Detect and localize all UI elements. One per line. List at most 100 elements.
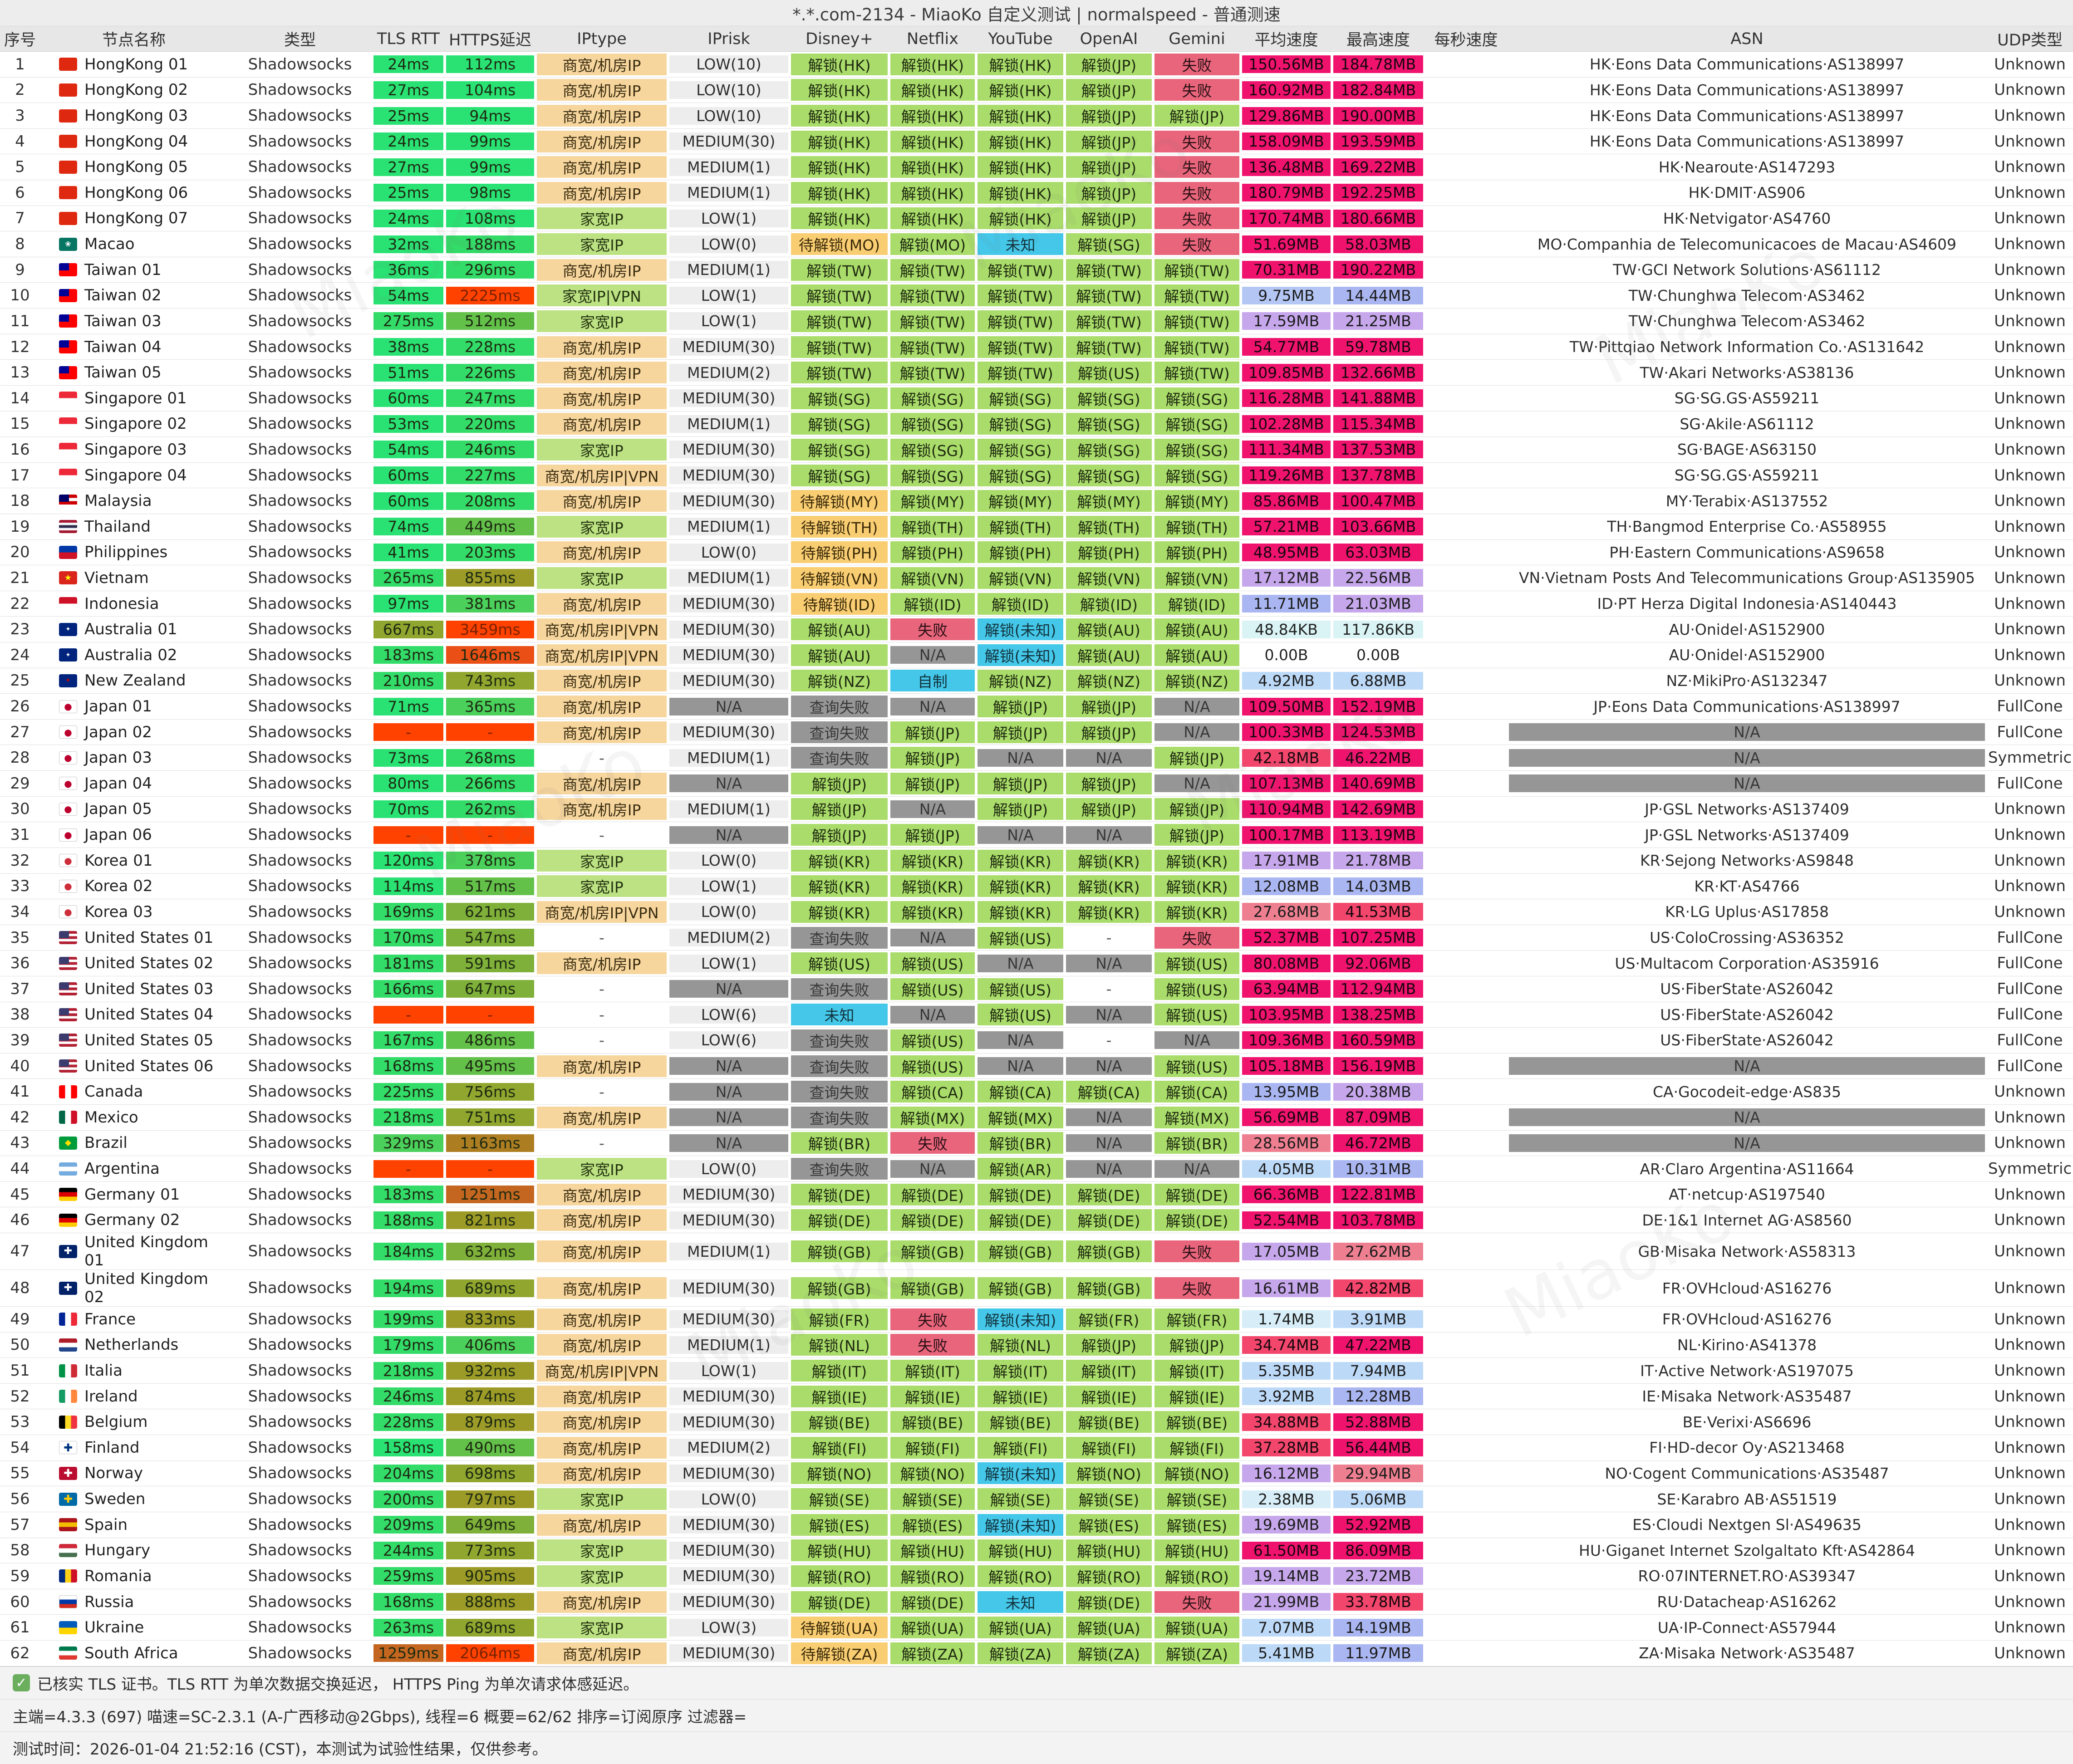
row-index: 42 <box>10 1108 30 1127</box>
tls-rtt-cell: 73ms <box>372 745 445 770</box>
speed-history-bars <box>1425 1054 1508 1079</box>
openai-cell: 解锁(DE) <box>1065 1589 1153 1615</box>
flag-us-icon <box>59 1059 77 1073</box>
udp-type-cell: Unknown <box>1994 107 2066 125</box>
node-type: Shadowsocks <box>248 1336 352 1354</box>
row-index: 32 <box>10 851 30 870</box>
speed-history-bars <box>1425 1307 1508 1332</box>
avg-speed-cell: 11.71MB <box>1241 591 1332 617</box>
node-name-cell: ✚ Finland <box>40 1435 228 1460</box>
https-latency-cell: 1646ms <box>445 642 535 668</box>
flag-ua-icon <box>59 1621 77 1634</box>
youtube-cell: 解锁(FI) <box>976 1435 1065 1460</box>
iprisk-cell: MEDIUM(1) <box>668 154 790 180</box>
flag-fi-icon: ✚ <box>59 1441 77 1455</box>
https-latency-cell: 698ms <box>445 1461 535 1486</box>
tls-rtt-cell: 200ms <box>372 1486 445 1512</box>
max-speed-cell: 124.53MB <box>1332 720 1425 745</box>
max-speed-cell: 115.34MB <box>1332 412 1425 437</box>
avg-speed-cell: 85.86MB <box>1241 488 1332 514</box>
max-speed-cell: 46.22MB <box>1332 745 1425 770</box>
iprisk-cell: N/A <box>668 1054 790 1079</box>
udp-type-cell: Unknown <box>1994 877 2066 896</box>
youtube-cell: 解锁(ZA) <box>976 1641 1065 1666</box>
row-index: 12 <box>10 338 30 356</box>
gemini-cell: 失败 <box>1153 154 1241 180</box>
max-speed-cell: 7.94MB <box>1332 1358 1425 1383</box>
iptype-cell: 商宽/机房IP <box>535 591 668 617</box>
node-name-cell: Romania <box>40 1563 228 1589</box>
iprisk-cell: LOW(6) <box>668 1002 790 1028</box>
tls-rtt-cell: 60ms <box>372 386 445 411</box>
disney-cell: 查询失败 <box>790 1028 889 1053</box>
row-index: 26 <box>10 697 30 716</box>
tls-rtt-cell: - <box>372 1002 445 1028</box>
https-latency-cell: 449ms <box>445 514 535 539</box>
avg-speed-cell: 180.79MB <box>1241 180 1332 206</box>
youtube-cell: 解锁(SG) <box>976 412 1065 437</box>
speed-history-bars <box>1425 925 1508 951</box>
udp-type-cell: Unknown <box>1994 338 2066 356</box>
max-speed-cell: 112.94MB <box>1332 976 1425 1002</box>
row-index: 28 <box>10 749 30 767</box>
node-type: Shadowsocks <box>248 260 352 279</box>
tls-rtt-cell: 60ms <box>372 488 445 514</box>
speed-history-bars <box>1425 1641 1508 1666</box>
node-name: HongKong 05 <box>84 158 188 176</box>
iptype-cell: 商宽/机房IP|VPN <box>535 1358 668 1383</box>
youtube-cell: 解锁(DE) <box>976 1207 1065 1233</box>
netflix-cell: 失败 <box>889 617 976 642</box>
speed-history-bars <box>1425 797 1508 822</box>
avg-speed-cell: 100.33MB <box>1241 720 1332 745</box>
node-type: Shadowsocks <box>248 286 352 305</box>
netflix-cell: 解锁(SG) <box>889 412 976 437</box>
iptype-cell: 家宽IP <box>535 1156 668 1181</box>
tls-rtt-cell: 246ms <box>372 1384 445 1409</box>
openai-cell: 解锁(TW) <box>1065 257 1153 283</box>
row-index: 5 <box>15 158 25 176</box>
disney-cell: 解锁(FI) <box>790 1435 889 1460</box>
max-speed-cell: 41.53MB <box>1332 899 1425 925</box>
disney-cell: 查询失败 <box>790 1054 889 1079</box>
openai-cell: 解锁(KR) <box>1065 899 1153 925</box>
node-type: Shadowsocks <box>248 1031 352 1049</box>
column-header-2: 类型 <box>284 31 316 49</box>
udp-type-cell: FullCone <box>1997 928 2063 947</box>
udp-type-cell: Unknown <box>1994 363 2066 382</box>
youtube-cell: 解锁(TW) <box>976 334 1065 360</box>
node-name: Taiwan 03 <box>84 312 162 330</box>
netflix-cell: 解锁(IE) <box>889 1384 976 1409</box>
asn-cell: AU·Onidel·AS152900 <box>1669 646 1825 664</box>
avg-speed-cell: 19.14MB <box>1241 1563 1332 1589</box>
max-speed-cell: 14.19MB <box>1332 1615 1425 1640</box>
node-type: Shadowsocks <box>248 1567 352 1585</box>
gemini-cell: 解锁(TW) <box>1153 334 1241 360</box>
tls-rtt-cell: 114ms <box>372 874 445 899</box>
node-type: Shadowsocks <box>248 954 352 973</box>
udp-type-cell: FullCone <box>1997 980 2063 998</box>
row-index: 37 <box>10 980 30 998</box>
column-header-9: YouTube <box>988 29 1053 48</box>
youtube-cell: N/A <box>976 1054 1065 1079</box>
node-name-cell: Taiwan 03 <box>40 309 228 334</box>
flag-ro-icon <box>59 1569 77 1583</box>
max-speed-cell: 192.25MB <box>1332 180 1425 206</box>
node-name-cell: HongKong 04 <box>40 129 228 154</box>
iprisk-cell: MEDIUM(2) <box>668 360 790 385</box>
netflix-cell: 失败 <box>889 1333 976 1358</box>
avg-speed-cell: 37.28MB <box>1241 1435 1332 1460</box>
max-speed-cell: 21.78MB <box>1332 848 1425 873</box>
table-row: 5 HongKong 05 Shadowsocks 27ms 99ms 商宽/机房IP ME… <box>0 154 2073 181</box>
max-speed-cell: 33.78MB <box>1332 1589 1425 1615</box>
node-name-cell: Taiwan 04 <box>40 334 228 360</box>
flag-jp-icon: ● <box>59 751 77 764</box>
max-speed-cell: 52.92MB <box>1332 1512 1425 1538</box>
node-name: Japan 06 <box>84 826 152 844</box>
gemini-cell: 解锁(ID) <box>1153 591 1241 617</box>
youtube-cell: 解锁(SE) <box>976 1486 1065 1512</box>
flag-au-icon: ✦ <box>59 622 77 636</box>
footer-time-text: 测试时间：2026-01-04 21:52:16 (CST)，本测试为试验性结果… <box>13 1740 548 1759</box>
node-name-cell: ✦ New Zealand <box>40 668 228 694</box>
flag-gb-icon: ✚ <box>59 1281 77 1295</box>
iptype-cell: - <box>599 1134 604 1152</box>
